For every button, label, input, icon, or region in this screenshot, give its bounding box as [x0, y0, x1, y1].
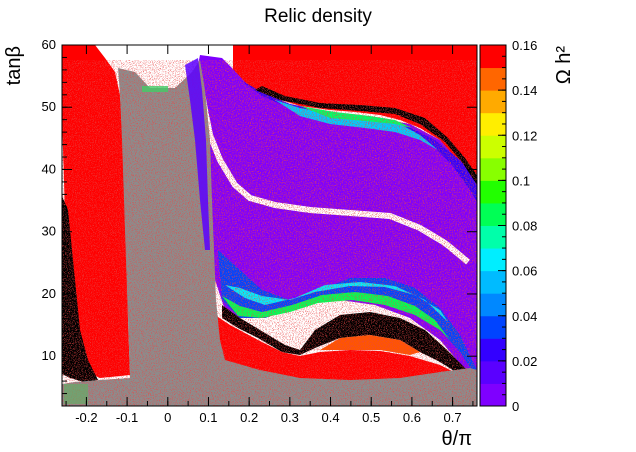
white-gap-line [195, 69, 470, 265]
region-violet-speckle [185, 58, 210, 250]
x-axis-title: θ/π [442, 428, 472, 450]
color-scale-step [480, 45, 506, 69]
color-scale-step [480, 112, 506, 136]
region-excluded-lower-ring [222, 305, 477, 385]
color-scale-step [480, 180, 506, 204]
color-scale-step [480, 248, 506, 272]
y-axis-title: tanβ [3, 46, 25, 85]
x-axis: -0.2 -0.1 0 0.1 0.2 0.3 0.4 0.5 0.6 0.7 [65, 45, 474, 425]
color-scale-tick-label: 0.08 [512, 219, 537, 234]
x-tick-label: 0 [164, 410, 171, 425]
region-band-upper-blue [240, 80, 477, 202]
color-scale-step [480, 202, 506, 226]
color-scale-step [480, 293, 506, 317]
x-tick-label: -0.1 [116, 410, 138, 425]
y-tick-label: 50 [42, 99, 56, 114]
region-band-lower-green [222, 292, 450, 340]
color-scale-title: Ω h² [553, 46, 575, 85]
region-overabundant-upper-right [233, 45, 477, 190]
x-tick-label: -0.2 [75, 410, 97, 425]
region-overabundant-left [62, 45, 130, 378]
color-scale-tick-label: 0.04 [512, 309, 537, 324]
color-scale-step [480, 270, 506, 294]
y-tick-label: 30 [42, 224, 56, 239]
x-tick-label: 0.4 [321, 410, 339, 425]
region-green-specks [142, 86, 168, 92]
color-scale-step [480, 67, 506, 91]
x-tick-label: 0.3 [281, 410, 299, 425]
region-band-upper-cyan [275, 100, 438, 150]
region-green-specks-lower-left [64, 384, 88, 404]
color-scale-step [480, 135, 506, 159]
color-scale-tick-label: 0.06 [512, 264, 537, 279]
color-scale-step [480, 315, 506, 339]
x-tick-label: 0.1 [199, 410, 217, 425]
color-scale-step [480, 338, 506, 362]
color-scale-tick-label: 0 [512, 399, 519, 414]
color-scale-bar [479, 44, 507, 407]
region-scan-speckle [62, 60, 477, 406]
region-excluded-upper-band [255, 86, 477, 185]
color-scale-step [480, 157, 506, 181]
region-excluded-left [62, 196, 98, 382]
region-pocket-orange [320, 335, 420, 355]
color-scale-tick-label: 0.02 [512, 354, 537, 369]
region-band-lower-cyan [225, 282, 448, 322]
color-scale-step [480, 383, 506, 407]
color-scale-step [480, 360, 506, 384]
color-scale-tick-label: 0.16 [512, 38, 537, 53]
color-scale-axis: 0 0.02 0.04 0.06 0.08 0.1 0.12 0.14 0.16 [498, 38, 537, 414]
x-tick-label: 0.2 [240, 410, 258, 425]
color-scale-tick-label: 0.1 [512, 173, 530, 188]
x-tick-label: 0.7 [444, 410, 462, 425]
y-tick-label: 60 [42, 37, 56, 52]
region-band-upper-green [300, 106, 412, 128]
x-tick-label: 0.6 [403, 410, 421, 425]
color-scale-tick-label: 0.14 [512, 83, 537, 98]
y-tick-label: 40 [42, 161, 56, 176]
plot-area [62, 45, 477, 406]
color-scale-tick-label: 0.12 [512, 128, 537, 143]
y-tick-label: 20 [42, 286, 56, 301]
x-tick-label: 0.5 [362, 410, 380, 425]
color-scale-step [480, 90, 506, 114]
color-scale-step [480, 225, 506, 249]
y-tick-label: 10 [42, 348, 56, 363]
y-axis: 10 20 30 40 50 60 [42, 37, 477, 395]
chart-title: Relic density [264, 6, 372, 27]
